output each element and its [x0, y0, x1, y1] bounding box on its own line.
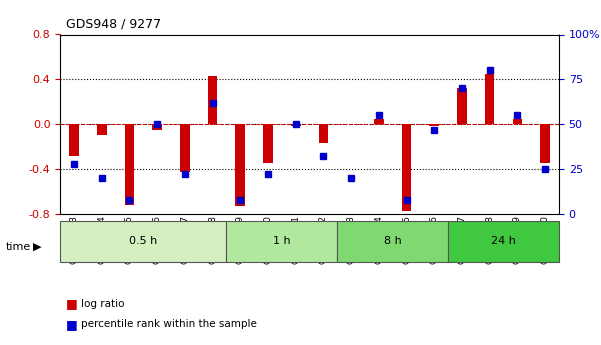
Text: 8 h: 8 h	[384, 237, 401, 246]
Bar	[513, 119, 522, 124]
FancyBboxPatch shape	[60, 221, 227, 262]
Bar	[485, 74, 495, 124]
Text: 1 h: 1 h	[273, 237, 291, 246]
FancyBboxPatch shape	[448, 221, 559, 262]
Bar	[401, 124, 411, 210]
Bar	[208, 76, 218, 124]
Bar	[124, 124, 134, 205]
FancyBboxPatch shape	[337, 221, 448, 262]
Text: percentile rank within the sample: percentile rank within the sample	[81, 319, 257, 329]
Bar	[236, 124, 245, 206]
Text: 24 h: 24 h	[491, 237, 516, 246]
Text: ▶: ▶	[33, 242, 41, 252]
Bar	[540, 124, 550, 164]
Bar	[429, 124, 439, 126]
Bar	[263, 124, 273, 164]
Text: 0.5 h: 0.5 h	[129, 237, 157, 246]
Bar	[457, 88, 467, 124]
FancyBboxPatch shape	[227, 221, 337, 262]
Bar	[319, 124, 328, 143]
Text: GDS948 / 9277: GDS948 / 9277	[66, 17, 161, 30]
Text: log ratio: log ratio	[81, 299, 124, 308]
Bar	[97, 124, 106, 135]
Bar	[152, 124, 162, 130]
Bar	[291, 124, 300, 126]
Text: ■: ■	[66, 318, 78, 331]
Text: ■: ■	[66, 297, 78, 310]
Bar	[374, 119, 383, 124]
Bar	[69, 124, 79, 156]
Bar	[180, 124, 190, 172]
Text: time: time	[6, 242, 31, 252]
